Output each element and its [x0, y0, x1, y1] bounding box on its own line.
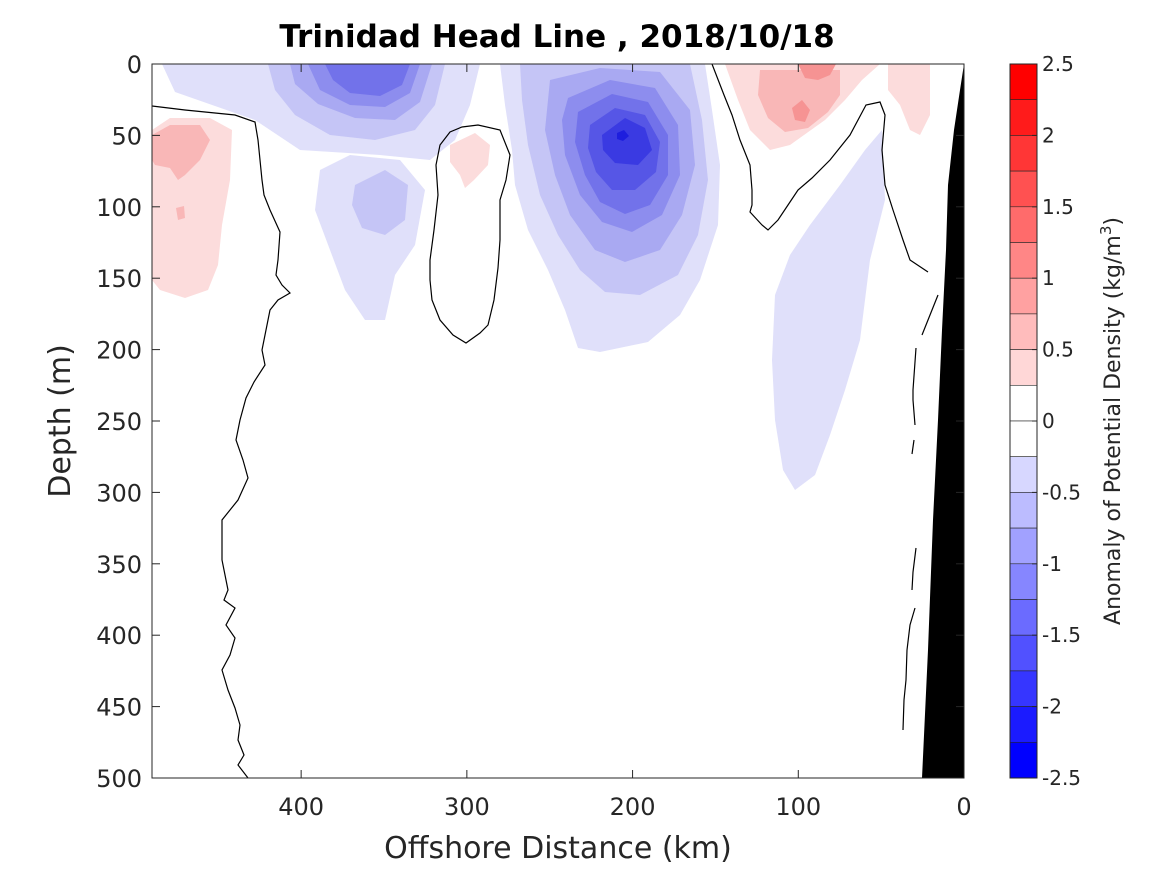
colorbar-segment: [1009, 456, 1038, 493]
y-tick-label: 400: [96, 622, 142, 650]
colorbar-tick-label: -2.5: [1042, 766, 1081, 790]
contour-fill-level--1.25: [325, 64, 410, 96]
contour-fill-level-0.75: [792, 100, 810, 122]
colorbar-segment: [1009, 706, 1038, 743]
y-tick-label: 450: [96, 694, 142, 722]
y-tick-label: 100: [96, 194, 142, 222]
colorbar-segment: [1009, 135, 1038, 172]
colorbar-segment: [1009, 99, 1038, 136]
bathymetry: [922, 64, 964, 778]
colorbar-segment: [1009, 492, 1038, 529]
contour-fill-level-0.75: [798, 64, 836, 80]
x-tick-label: 200: [610, 793, 656, 821]
zero-contour-slope-segment: [921, 294, 939, 336]
zero-contour-slope-segment: [911, 547, 917, 591]
y-tick-label: 0: [127, 51, 142, 79]
colorbar-segment: [1009, 206, 1038, 243]
negative-anomaly-shelf: [772, 130, 885, 490]
zero-contour-shelf: [711, 64, 929, 273]
contour-fill-level-0.25: [450, 133, 490, 188]
zero-contour-slope-segment: [912, 347, 917, 426]
y-tick-label: 50: [111, 122, 142, 150]
y-axis: 0 50 100 150 200 250 300 350 400 450 500: [96, 51, 964, 793]
y-tick-label: 300: [96, 479, 142, 507]
colorbar: [1009, 63, 1038, 779]
colorbar-segment: [1009, 741, 1038, 779]
colorbar-label-superscript: 3: [1097, 226, 1115, 236]
zero-contour-lines: [152, 64, 939, 778]
colorbar-segment: [1009, 634, 1038, 672]
y-tick-label: 200: [96, 337, 142, 365]
contour-fill-level-0.5: [152, 125, 210, 180]
contour-fill-level--2: [617, 130, 629, 141]
x-tick-label: 400: [278, 793, 324, 821]
colorbar-segment: [1009, 599, 1038, 636]
x-tick-label: 300: [444, 793, 490, 821]
positive-anomaly-central: [450, 133, 490, 188]
colorbar-segment: [1009, 420, 1038, 458]
colorbar-segment: [1009, 242, 1038, 279]
colorbar-label: Anomaly of Potential Density (kg/m3): [1097, 217, 1126, 625]
positive-anomaly-west: [152, 118, 232, 298]
contour-fill-level-0.5: [758, 70, 840, 132]
colorbar-segment: [1009, 384, 1038, 422]
zero-contour-slope-segment: [902, 607, 916, 731]
negative-anomaly-eddy-central: [500, 64, 720, 352]
colorbar-tick-label: 1: [1042, 266, 1055, 290]
colorbar-segment: [1009, 63, 1038, 101]
colorbar-segment: [1009, 563, 1038, 600]
colorbar-tick-label: 2: [1042, 123, 1055, 147]
contour-fill-level--0.25: [772, 130, 885, 490]
x-tick-label: 0: [956, 793, 971, 821]
colorbar-label-suffix: ): [1101, 217, 1126, 226]
colorbar-tick-label: 2.5: [1042, 52, 1074, 76]
y-tick-label: 500: [96, 765, 142, 793]
colorbar-segment: [1009, 313, 1038, 350]
colorbar-segment: [1009, 349, 1038, 386]
y-tick-label: 250: [96, 408, 142, 436]
chart-title: Trinidad Head Line , 2018/10/18: [279, 19, 834, 55]
contour-fill-level-0.25: [888, 64, 930, 135]
colorbar-tick-label: 1.5: [1042, 195, 1074, 219]
colorbar-segment: [1009, 170, 1038, 208]
colorbar-tick-label: 0: [1042, 409, 1055, 433]
colorbar-segment: [1009, 277, 1038, 315]
colorbar-label-prefix: Anomaly of Potential Density (kg/m: [1101, 235, 1126, 625]
colorbar-tick-label: -0.5: [1042, 480, 1081, 504]
zero-contour-slope-segment: [911, 439, 915, 455]
colorbar-tick-label: 0.5: [1042, 338, 1074, 362]
colorbar-tick-label: -2: [1042, 695, 1062, 719]
y-tick-label: 150: [96, 265, 142, 293]
y-tick-label: 350: [96, 551, 142, 579]
colorbar-ticks: 2.5 2 1.5 1 0.5 0 -0.5 -1 -1.5 -2 -2.5: [1032, 52, 1081, 790]
zero-contour-central: [429, 124, 511, 344]
x-tick-label: 100: [775, 793, 821, 821]
x-axis: 400 300 200 100 0: [278, 64, 972, 821]
negative-anomaly-eddy-west: [162, 64, 480, 320]
colorbar-tick-label: -1: [1042, 552, 1062, 576]
y-axis-label: Depth (m): [43, 344, 78, 498]
plot-area: [152, 64, 964, 778]
x-axis-label: Offshore Distance (km): [384, 831, 732, 866]
colorbar-segment: [1009, 527, 1038, 565]
colorbar-tick-label: -1.5: [1042, 623, 1081, 647]
colorbar-segment: [1009, 670, 1038, 707]
positive-anomaly-shelf: [725, 64, 930, 150]
contour-fill-level-0.5: [176, 206, 185, 220]
contour-fill-level--1.75: [602, 118, 652, 165]
contour-fill-level--0.5: [352, 170, 408, 235]
zero-contour-west: [152, 105, 291, 778]
